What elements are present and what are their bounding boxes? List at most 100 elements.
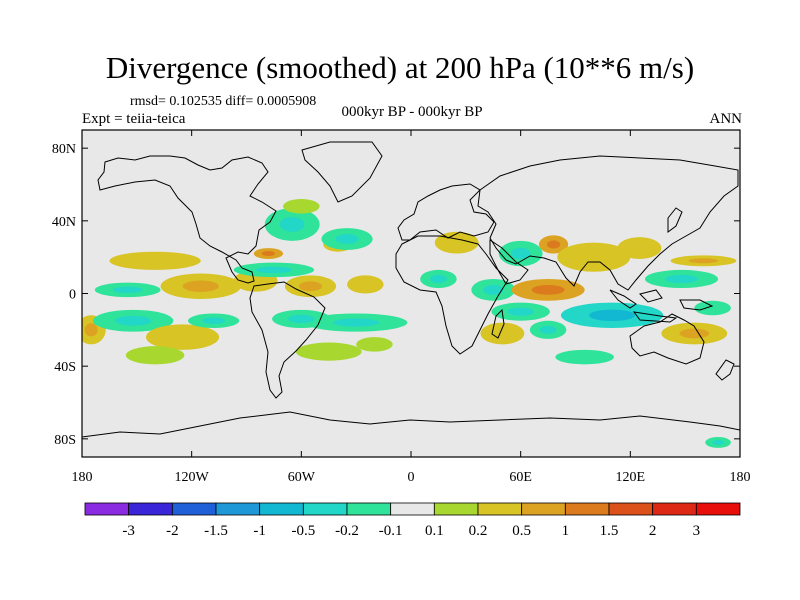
colorbar-label-10: 1 [562, 523, 570, 539]
contour-blob-35 [694, 300, 731, 316]
contour-core-5 [166, 331, 199, 343]
coast-arabia [489, 239, 529, 285]
colorbar-label-2: -1.5 [204, 523, 228, 539]
contour-core-15 [357, 280, 374, 289]
colorbar-label-1: -2 [166, 523, 179, 539]
colorbar-swatch-7 [390, 502, 435, 516]
x-tick-label-4: 60E [509, 470, 532, 485]
contour-core-30 [577, 250, 611, 264]
season-label: ANN [709, 111, 743, 127]
contour-core-32 [665, 274, 698, 284]
coast-antarctica [82, 411, 740, 438]
coast-new-zealand [715, 359, 735, 381]
y-tick-label-4: 80S [54, 433, 76, 448]
colorbar-swatch-8 [433, 502, 479, 516]
contour-blob-6 [125, 346, 185, 365]
contour-core-22 [483, 284, 504, 295]
contour-core-4 [115, 315, 152, 326]
contour-core-8 [245, 275, 266, 286]
contour-blob-37 [555, 349, 614, 365]
contour-core-7 [202, 317, 226, 325]
colorbar-label-9: 0.5 [512, 523, 531, 539]
x-tick-label-1: 120W [175, 470, 210, 485]
colorbar-label-5: -0.2 [335, 523, 359, 539]
y-tick-label-0: 80N [52, 142, 76, 157]
y-tick-label-3: 40S [54, 360, 76, 375]
contour-core-36 [712, 440, 724, 445]
colorbar-label-6: -0.1 [379, 523, 403, 539]
contour-core-33 [688, 258, 719, 264]
contour-core-3 [182, 280, 219, 292]
coast-japan [667, 207, 683, 233]
coast-australia [629, 313, 705, 365]
contour-fill-layer [82, 199, 737, 448]
y-tick-label-1: 40N [52, 215, 76, 230]
coast-north-america [97, 155, 277, 284]
contour-core-28 [539, 325, 557, 334]
contour-core-17 [288, 314, 315, 324]
y-tick-label-2: 0 [69, 288, 76, 303]
colorbar-swatch-10 [521, 502, 566, 516]
coast-europe [397, 183, 495, 241]
colorbar-swatch-4 [259, 502, 304, 516]
colorbar-swatch-1 [128, 502, 173, 516]
coast-africa [395, 235, 509, 355]
colorbar-label-8: 0.2 [469, 523, 488, 539]
contour-core-24 [546, 240, 561, 249]
contour-core-25 [531, 284, 565, 295]
colorbar-label-4: -0.5 [291, 523, 315, 539]
contour-core-0 [84, 323, 98, 337]
contour-core-14 [298, 281, 322, 292]
contour-core-34 [679, 328, 710, 339]
contour-core-2 [112, 286, 143, 294]
colorbar-label-7: 0.1 [425, 523, 444, 539]
contour-core-29 [589, 309, 636, 322]
colorbar-label-3: -1 [253, 523, 266, 539]
stats-label: rmsd= 0.102535 diff= 0.0005908 [130, 94, 317, 109]
coast-madagascar [491, 308, 505, 339]
coast-south-america [249, 281, 326, 399]
contour-core-23 [510, 247, 531, 260]
contour-core-1 [134, 256, 176, 265]
contour-core-16 [333, 318, 380, 327]
contour-core-10 [255, 266, 293, 274]
colorbar-label-0: -3 [122, 523, 135, 539]
x-tick-label-0: 180 [72, 470, 93, 485]
colorbar-swatch-13 [652, 502, 697, 516]
contour-core-13 [335, 234, 359, 244]
contour-core-27 [492, 328, 513, 339]
contour-core-11 [261, 251, 276, 256]
x-tick-label-6: 180 [730, 470, 751, 485]
colorbar-swatch-2 [171, 502, 217, 516]
axes-layer: 180 120W 60W 0 60E 120E 180 80N 40N 0 40S 80S [52, 130, 751, 485]
contour-blob-19 [356, 337, 393, 352]
contour-blob-18 [295, 342, 362, 361]
colorbar-swatch-12 [608, 502, 654, 516]
period-label: 000kyr BP - 000kyr BP [341, 104, 483, 120]
coast-asia [477, 155, 739, 291]
colorbar-swatch-5 [302, 502, 348, 516]
experiment-label: Expt = teiia-teica [82, 111, 186, 127]
contour-core-31 [629, 243, 650, 253]
x-tick-label-5: 120E [616, 470, 646, 485]
colorbar-swatch-11 [564, 502, 610, 516]
colorbar-swatch-0 [84, 502, 130, 516]
colorbar-swatch-9 [477, 502, 523, 516]
contour-blob-38 [283, 199, 320, 214]
colorbar-swatch-3 [215, 502, 261, 516]
coast-indonesia [609, 289, 714, 323]
colorbar-label-12: 2 [649, 523, 657, 539]
coastline-layer [82, 141, 740, 438]
coast-greenland [301, 141, 383, 203]
chart-title: Divergence (smoothed) at 200 hPa (10**6 … [105, 50, 695, 85]
contour-core-21 [430, 274, 447, 284]
colorbar-swatch-6 [346, 502, 392, 516]
contour-core-26 [507, 307, 534, 316]
x-tick-label-3: 0 [408, 470, 415, 485]
contour-core-12 [279, 217, 305, 232]
colorbar-label-11: 1.5 [600, 523, 619, 539]
colorbar-swatch-14 [695, 502, 741, 516]
x-tick-label-2: 60W [288, 470, 316, 485]
colorbar-label-13: 3 [693, 523, 701, 539]
